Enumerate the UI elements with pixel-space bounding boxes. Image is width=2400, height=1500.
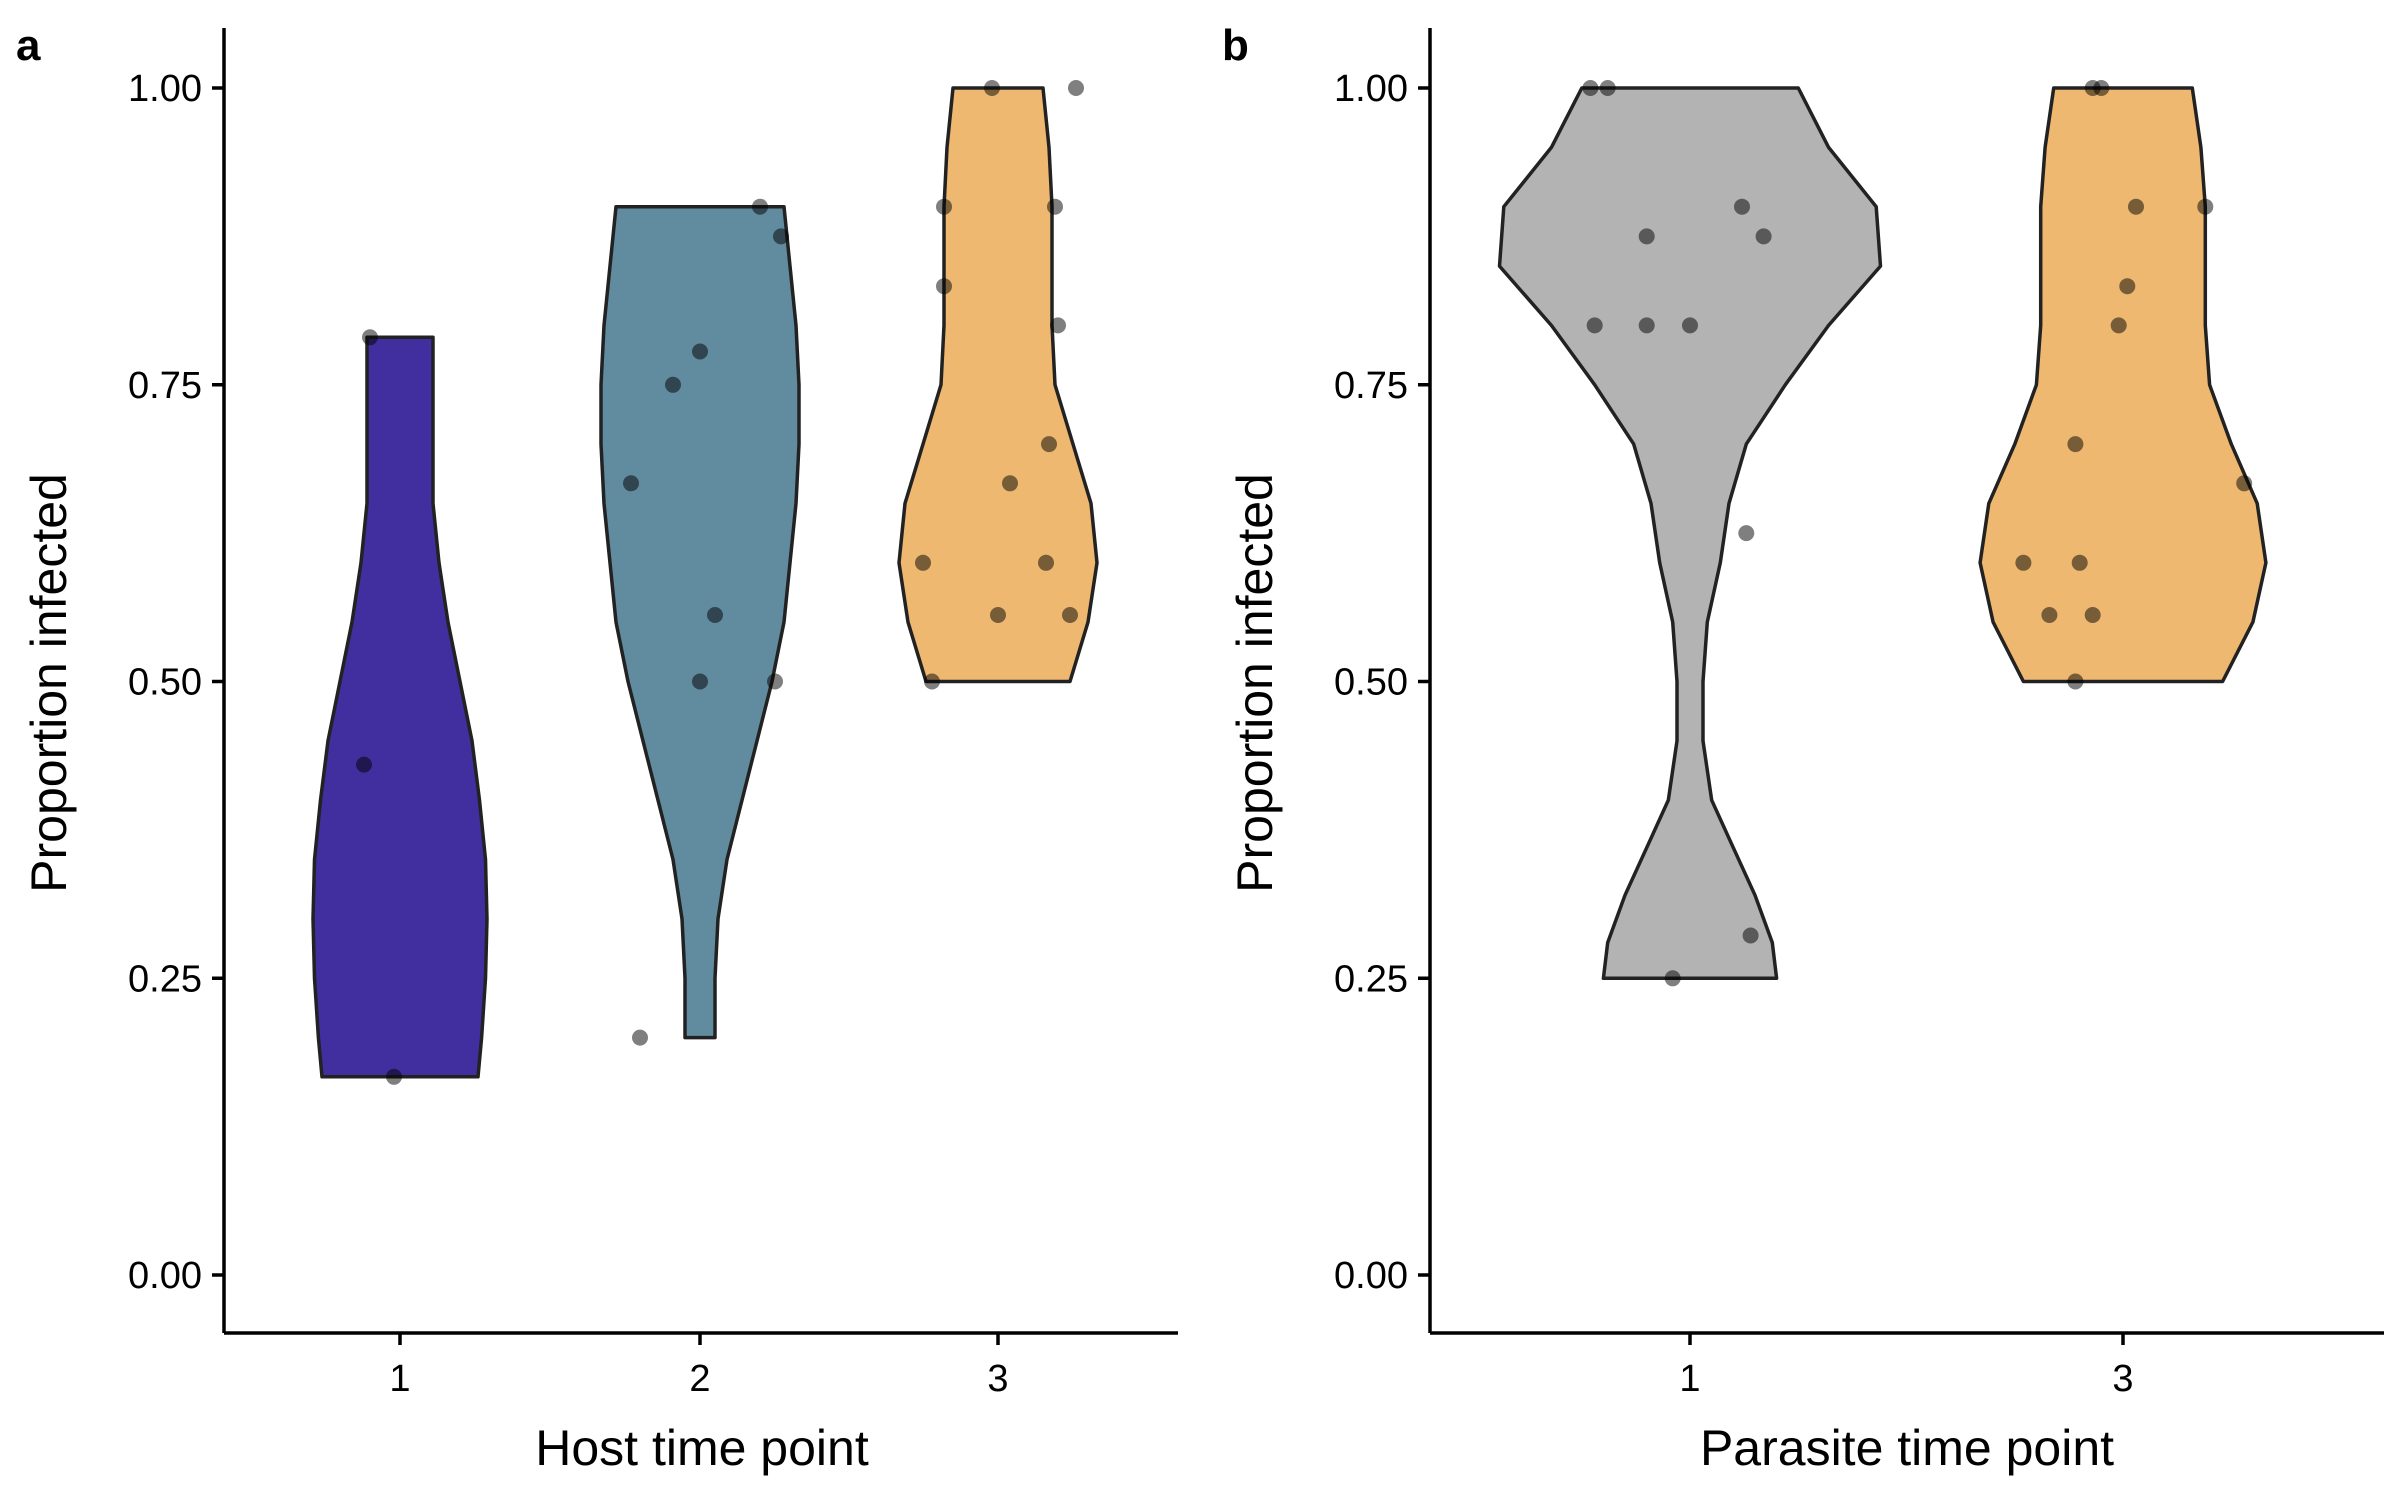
data-point [1002, 475, 1018, 492]
y-tick-label: 0.00 [128, 1255, 202, 1297]
data-point [1738, 525, 1755, 542]
data-point [707, 607, 723, 623]
panel-b-y-axis-title: Proportion infected [1227, 473, 1283, 893]
data-point [752, 198, 768, 215]
data-point [773, 228, 789, 245]
panel-a-violins [311, 86, 1099, 1079]
data-point [2197, 198, 2214, 215]
data-point [1682, 317, 1698, 334]
panel-b-x-axis-title: Parasite time point [1700, 1420, 2114, 1476]
data-point [2093, 80, 2110, 96]
data-point [665, 376, 681, 393]
y-tick-label: 0.00 [1334, 1255, 1408, 1297]
panel-a: a 0.00 0.25 0.50 0.75 1.00 1 2 3 Host time poin… [16, 21, 1178, 1476]
data-point [767, 673, 783, 690]
panel-a-y-axis-title: Proportion infected [21, 473, 77, 893]
panel-a-axes: 0.00 0.25 0.50 0.75 1.00 1 2 3 [128, 28, 1178, 1400]
data-point [1742, 927, 1759, 944]
violin-3 [897, 86, 1099, 684]
data-point [936, 278, 952, 295]
y-tick-label: 0.75 [128, 365, 202, 407]
data-point [1047, 198, 1063, 215]
panel-b-label: b [1222, 21, 1249, 70]
data-point [356, 756, 372, 773]
data-point [1638, 317, 1655, 334]
data-point [2119, 278, 2136, 295]
x-tick-label: 2 [689, 1358, 710, 1400]
x-tick-label: 3 [2112, 1358, 2133, 1400]
data-point [692, 673, 708, 690]
y-tick-label: 0.75 [1334, 365, 1408, 407]
y-tick-label: 1.00 [1334, 68, 1408, 110]
data-point [1068, 80, 1084, 96]
y-tick-label: 1.00 [128, 68, 202, 110]
panel-b-axes: 0.00 0.25 0.50 0.75 1.00 1 3 [1334, 28, 2384, 1400]
violin-2 [599, 204, 801, 1040]
panel-b: b 0.00 0.25 0.50 0.75 1.00 1 3 Parasite time p… [1222, 21, 2384, 1476]
violin-1 [311, 335, 489, 1079]
data-point [386, 1068, 402, 1085]
data-point [924, 673, 940, 690]
y-tick-label: 0.25 [128, 958, 202, 1000]
violin-3 [1978, 86, 2268, 684]
y-tick-label: 0.50 [128, 662, 202, 704]
panel-a-x-axis-title: Host time point [535, 1420, 869, 1476]
data-point [1638, 228, 1655, 245]
data-point [2071, 554, 2088, 571]
x-tick-label: 1 [1679, 1358, 1700, 1400]
data-point [1050, 317, 1066, 334]
data-point [1664, 970, 1681, 987]
panel-b-points [1582, 80, 2253, 987]
panel-a-label: a [16, 21, 41, 70]
data-point [2236, 475, 2253, 492]
data-point [915, 554, 931, 571]
data-point [1041, 436, 1057, 453]
data-point [1038, 554, 1054, 571]
data-point [1755, 228, 1772, 245]
data-point [1582, 80, 1599, 96]
panel-b-violins [1497, 86, 2268, 981]
data-point [2128, 198, 2144, 215]
data-point [1062, 607, 1078, 623]
x-tick-label: 1 [389, 1358, 410, 1400]
data-point [2110, 317, 2127, 334]
panel-a-points [356, 80, 1084, 1085]
data-point [2041, 607, 2058, 623]
data-point [984, 80, 1000, 96]
data-point [1599, 80, 1616, 96]
data-point [362, 329, 378, 346]
data-point [2067, 436, 2084, 453]
data-point [1586, 317, 1603, 334]
data-point [2084, 607, 2101, 623]
data-point [990, 607, 1006, 623]
data-point [2015, 554, 2032, 571]
data-point [623, 475, 639, 492]
data-point [936, 198, 952, 215]
data-point [1734, 198, 1750, 215]
y-tick-label: 0.50 [1334, 662, 1408, 704]
violin-1 [1497, 86, 1883, 981]
y-tick-label: 0.25 [1334, 958, 1408, 1000]
data-point [692, 343, 708, 360]
x-tick-label: 3 [987, 1358, 1008, 1400]
data-point [632, 1029, 648, 1046]
data-point [2067, 673, 2084, 690]
